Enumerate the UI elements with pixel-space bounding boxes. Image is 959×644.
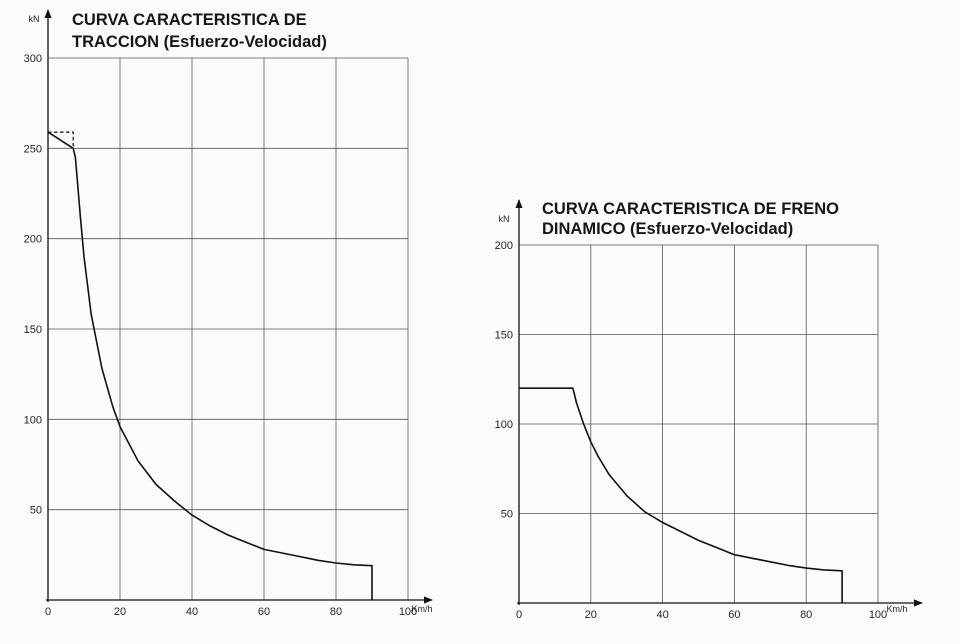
series-curve-line	[519, 387, 843, 603]
x-tick-label: 0	[45, 606, 51, 618]
x-axis-unit-label: Km/h	[411, 604, 432, 614]
y-tick-label: 300	[24, 53, 42, 65]
y-tick-label: 100	[24, 414, 42, 426]
traction-chart: CURVA CARACTERISTICA DE TRACCION (Esfuerz…	[24, 9, 433, 618]
y-tick-label: 200	[24, 234, 42, 246]
x-tick-label: 80	[800, 609, 812, 621]
x-tick-label: 40	[186, 606, 198, 618]
chart-title-line: CURVA CARACTERISTICA DE	[72, 11, 307, 29]
dynamic-brake-chart: CURVA CARACTERISTICA DE FRENO DINAMICO (E…	[495, 199, 923, 621]
x-tick-label: 0	[516, 609, 522, 621]
x-tick-label: 100	[399, 606, 417, 618]
series-curve-line	[47, 131, 373, 600]
y-tick-label: 150	[24, 324, 42, 336]
x-axis-unit-label: Km/h	[886, 604, 907, 614]
x-tick-label: 60	[258, 606, 270, 618]
y-tick-label: 200	[495, 240, 513, 252]
y-axis-unit-label: kN	[499, 214, 510, 224]
y-axis-unit-label: kN	[29, 14, 40, 24]
chart-title-line: DINAMICO (Esfuerzo-Velocidad)	[542, 220, 793, 238]
x-tick-label: 20	[114, 606, 126, 618]
x-tick-label: 20	[585, 609, 597, 621]
x-tick-label: 40	[656, 609, 668, 621]
x-tick-label: 80	[330, 606, 342, 618]
x-tick-label: 100	[869, 609, 887, 621]
y-tick-label: 150	[495, 330, 513, 342]
chart-title-line: CURVA CARACTERISTICA DE FRENO	[542, 200, 839, 218]
y-tick-label: 250	[24, 143, 42, 155]
y-tick-label: 100	[495, 419, 513, 431]
dashed-series-line	[48, 131, 74, 149]
chart-title-line: TRACCION (Esfuerzo-Velocidad)	[72, 33, 327, 51]
y-tick-label: 50	[501, 509, 513, 521]
y-tick-label: 50	[30, 505, 42, 517]
x-tick-label: 60	[728, 609, 740, 621]
